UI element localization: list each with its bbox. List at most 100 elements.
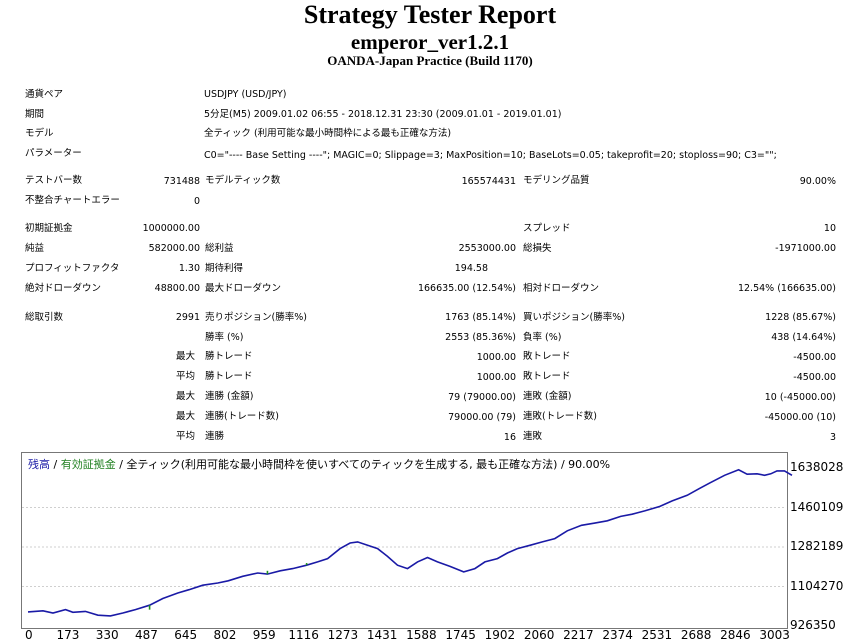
max-label-3: 最大 — [176, 411, 196, 422]
cons-win-count-value: 79000.00 (79) — [448, 412, 516, 423]
cons-win-money-value: 79 (79000.00) — [448, 392, 516, 403]
x-tick-label: 2217 — [563, 628, 594, 642]
total-label: 総取引数 — [25, 312, 64, 323]
cons-win-count-label: 連勝(トレード数) — [205, 411, 279, 422]
gross-loss-label: 総損失 — [523, 243, 552, 254]
rel-dd-value: 12.54% (166635.00) — [737, 283, 836, 294]
loss-value: 438 (14.64%) — [771, 332, 836, 343]
max-label-1: 最大 — [176, 351, 196, 362]
net-value: 582000.00 — [148, 243, 200, 254]
gross-loss-value: -1971000.00 — [775, 243, 836, 254]
legend-balance: 残高 — [28, 458, 50, 471]
payoff-label: 期待利得 — [205, 263, 244, 274]
cons-loss-money-label: 連敗 (金額) — [523, 391, 572, 402]
payoff-value: 194.58 — [454, 263, 488, 274]
x-tick-label: 1902 — [484, 628, 516, 642]
period-value: 5分足(M5) 2009.01.02 06:55 - 2018.12.31 23… — [204, 109, 562, 120]
x-tick-label: 1588 — [406, 628, 437, 642]
max-dd-value: 166635.00 (12.54%) — [417, 283, 516, 294]
avg-label-1: 平均 — [176, 371, 196, 382]
largest-loss-value: -4500.00 — [793, 352, 836, 363]
deposit-label: 初期証拠金 — [25, 223, 73, 234]
y-tick-label: 926350 — [790, 618, 836, 632]
short-value: 1763 (85.14%) — [445, 312, 516, 323]
win-value: 2553 (85.36%) — [445, 332, 516, 343]
cons-loss-money-value: 10 (-45000.00) — [764, 392, 836, 403]
y-tick-label: 1460109 — [790, 499, 844, 514]
gross-profit-label: 総利益 — [205, 243, 234, 254]
x-tick-label: 2374 — [602, 628, 633, 642]
balance-chart — [21, 452, 788, 629]
avg-win-label: 勝トレード — [205, 371, 253, 382]
spread-label: スプレッド — [523, 223, 571, 234]
x-tick-label: 1116 — [288, 628, 319, 642]
balance-line — [27, 468, 793, 617]
deposit-value: 1000000.00 — [142, 223, 200, 234]
y-tick-label: 1282189 — [790, 539, 844, 553]
x-tick-label: 0 — [25, 628, 33, 642]
x-tick-label: 645 — [174, 628, 198, 642]
x-tick-label: 330 — [95, 628, 119, 642]
x-tick-label: 802 — [213, 628, 237, 642]
net-label: 純益 — [25, 243, 45, 254]
avg-win-value: 1000.00 — [476, 372, 516, 383]
quality-value: 90.00% — [799, 176, 836, 187]
params-label: パラメーター — [25, 148, 82, 159]
x-tick-label: 2060 — [523, 628, 555, 642]
server-name: OANDA-Japan Practice (Build 1170) — [327, 53, 533, 68]
x-tick-label: 487 — [134, 628, 158, 642]
largest-win-label: 勝トレード — [205, 351, 253, 362]
x-tick-label: 1273 — [327, 628, 359, 642]
long-value: 1228 (85.67%) — [765, 312, 836, 323]
cons-loss-count-value: -45000.00 (10) — [764, 412, 836, 423]
x-tick-label: 3003 — [759, 628, 790, 642]
largest-loss-label: 敗トレード — [523, 351, 571, 362]
model-label: モデル — [25, 128, 54, 139]
avg-cons-loss-label: 連敗 — [523, 431, 543, 442]
gross-profit-value: 2553000.00 — [458, 243, 516, 254]
mismatch-label: 不整合チャートエラー — [25, 195, 120, 206]
avg-loss-label: 敗トレード — [523, 371, 571, 382]
symbol-value: USDJPY (USD/JPY) — [204, 89, 287, 100]
period-label: 期間 — [25, 109, 45, 120]
x-tick-label: 1745 — [445, 628, 476, 642]
loss-label: 負率 (%) — [523, 332, 562, 343]
bars-value: 731488 — [163, 176, 200, 187]
cons-loss-count-label: 連敗(トレード数) — [523, 411, 597, 422]
x-tick-label: 959 — [252, 628, 276, 642]
x-tick-label: 1431 — [366, 628, 398, 642]
ea-name: emperor_ver1.2.1 — [350, 30, 510, 54]
pf-label: プロフィットファクタ — [25, 263, 120, 274]
spread-value: 10 — [823, 223, 836, 234]
pf-value: 1.30 — [178, 263, 200, 274]
legend-equity: 有効証拠金 — [60, 458, 116, 471]
quality-label: モデリング品質 — [523, 175, 590, 186]
cons-win-money-label: 連勝 (金額) — [205, 391, 254, 402]
bars-label: テストバー数 — [25, 175, 83, 186]
ticks-label: モデルティック数 — [205, 175, 281, 186]
report-title: Strategy Tester Report — [303, 0, 557, 29]
avg-cons-loss-value: 3 — [829, 432, 836, 443]
avg-cons-win-label: 連勝 — [205, 431, 225, 442]
x-tick-label: 2688 — [680, 628, 712, 642]
avg-loss-value: -4500.00 — [793, 372, 836, 383]
abs-dd-value: 48800.00 — [154, 283, 200, 294]
mismatch-value: 0 — [193, 196, 200, 207]
max-label-2: 最大 — [176, 391, 196, 402]
model-value: 全ティック (利用可能な最小時間枠による最も正確な方法) — [204, 128, 452, 139]
largest-win-value: 1000.00 — [476, 352, 516, 363]
symbol-label: 通貨ペア — [25, 89, 64, 100]
avg-label-2: 平均 — [176, 431, 196, 442]
short-label: 売りポジション(勝率%) — [205, 312, 307, 323]
chart-legend: 残高 / 有効証拠金 / 全ティック(利用可能な最小時間枠を使いすべてのティック… — [28, 456, 610, 472]
total-value: 2991 — [175, 312, 200, 323]
legend-sep: / — [50, 458, 61, 471]
rel-dd-label: 相対ドローダウン — [523, 283, 600, 294]
y-tick-label: 1638028 — [790, 460, 844, 474]
avg-cons-win-value: 16 — [503, 432, 516, 443]
x-tick-label: 2531 — [641, 628, 673, 642]
y-tick-label: 1104270 — [790, 578, 844, 593]
x-tick-label: 2846 — [720, 628, 751, 642]
x-tick-label: 173 — [56, 628, 80, 642]
